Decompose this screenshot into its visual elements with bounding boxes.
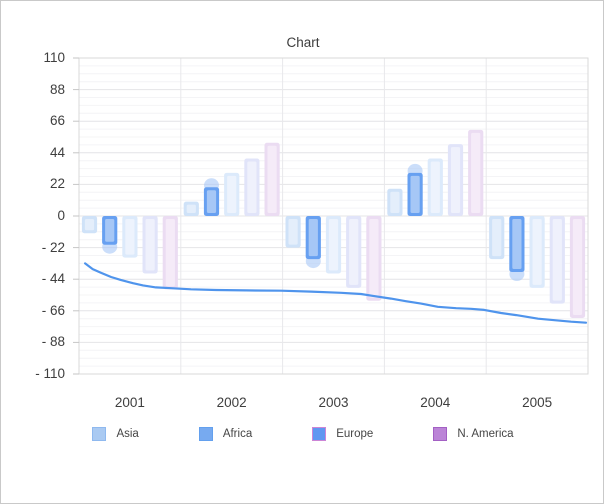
legend-swatch-europe xyxy=(312,427,327,441)
y-axis-tick-label: - 22 xyxy=(41,239,65,255)
y-axis-tick-label: 66 xyxy=(49,113,65,129)
legend-item-europe[interactable]: Europe xyxy=(312,427,373,441)
legend-item-asia[interactable]: Asia xyxy=(92,427,139,441)
bar-asia-2005[interactable] xyxy=(489,216,505,260)
y-axis-tick-marks xyxy=(73,57,79,375)
bar-n-america-2004[interactable] xyxy=(468,129,484,216)
bar-africa-2001[interactable] xyxy=(102,216,118,254)
bar-africa-2004[interactable] xyxy=(407,163,423,216)
y-axis-tick-label: - 88 xyxy=(41,334,65,350)
bar-bar-series-4-2003[interactable] xyxy=(346,216,362,288)
bar-europe-2004[interactable] xyxy=(427,158,443,216)
legend-swatch-n-america xyxy=(433,427,448,441)
y-axis-tick-label: 0 xyxy=(57,208,65,223)
bar-asia-2004[interactable] xyxy=(387,188,403,216)
bar-n-america-2002[interactable] xyxy=(264,142,280,216)
bar-bar-series-4-2001[interactable] xyxy=(142,216,158,274)
bar-n-america-2005[interactable] xyxy=(569,216,586,318)
bar-n-america-2003[interactable] xyxy=(366,216,382,301)
x-axis-label-2002: 2002 xyxy=(216,395,247,410)
legend-label-n-america: N. America xyxy=(457,428,514,440)
y-axis-tick-label: - 66 xyxy=(41,302,65,318)
bar-africa-2002[interactable] xyxy=(203,178,220,216)
bar-africa-2003[interactable] xyxy=(305,216,321,269)
y-axis-tick-label: 44 xyxy=(49,144,65,160)
legend-item-n-america[interactable]: N. America xyxy=(433,427,514,441)
bar-europe-2002[interactable] xyxy=(224,172,240,216)
y-axis-tick-label: - 110 xyxy=(35,366,65,381)
legend-swatch-africa xyxy=(198,427,213,441)
y-axis-tick-label: 110 xyxy=(43,50,65,65)
y-axis-tick-label: 22 xyxy=(49,176,65,192)
bar-europe-2003[interactable] xyxy=(325,216,342,274)
legend-label-europe: Europe xyxy=(336,428,374,440)
x-axis-label-2001: 2001 xyxy=(114,395,145,410)
legend-label-africa: Africa xyxy=(222,428,253,440)
legend-swatch-asia xyxy=(92,427,107,441)
bar-bar-series-4-2004[interactable] xyxy=(447,144,464,216)
chart-title: Chart xyxy=(286,35,320,50)
bar-asia-2003[interactable] xyxy=(285,216,301,248)
bar-africa-2005[interactable] xyxy=(509,216,525,282)
bar-europe-2005[interactable] xyxy=(529,216,545,288)
bar-n-america-2001[interactable] xyxy=(162,216,178,290)
bar-europe-2001[interactable] xyxy=(122,216,138,258)
legend-item-africa[interactable]: Africa xyxy=(198,427,253,441)
y-axis-tick-label: - 44 xyxy=(41,271,65,287)
bar-bar-series-4-2002[interactable] xyxy=(244,158,260,216)
bar-asia-2002[interactable] xyxy=(183,201,199,216)
legend: Asia Africa Europe N. America xyxy=(1,427,603,441)
bar-bar-series-4-2005[interactable] xyxy=(549,216,565,304)
legend-label-asia: Asia xyxy=(116,428,139,440)
x-axis-label-2003: 2003 xyxy=(318,395,349,410)
y-axis-tick-label: 88 xyxy=(49,81,65,97)
bar-asia-2001[interactable] xyxy=(81,216,98,234)
x-axis-label-2005: 2005 xyxy=(522,395,553,410)
trend-line[interactable] xyxy=(83,262,588,324)
x-axis-label-2004: 2004 xyxy=(420,395,451,410)
